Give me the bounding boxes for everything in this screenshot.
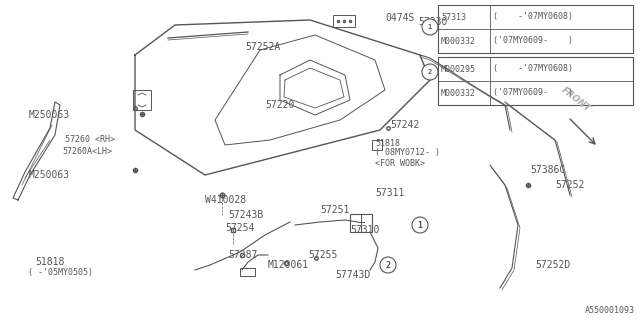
Text: 57252A: 57252A <box>245 42 280 52</box>
Bar <box>133 90 151 110</box>
Text: 57252D: 57252D <box>535 260 570 270</box>
Bar <box>438 57 633 105</box>
Text: 57260A<LH>: 57260A<LH> <box>62 148 112 156</box>
Bar <box>350 214 372 232</box>
Text: FRONT: FRONT <box>560 86 593 114</box>
Text: 57243B: 57243B <box>228 210 263 220</box>
Text: 57251: 57251 <box>320 205 349 215</box>
Text: 57310: 57310 <box>350 225 380 235</box>
Bar <box>333 15 355 27</box>
Bar <box>438 5 633 53</box>
Text: ('07MY0609-    ): ('07MY0609- ) <box>493 89 573 98</box>
Text: 57255: 57255 <box>308 250 337 260</box>
Text: 2: 2 <box>428 69 432 75</box>
Text: 57254: 57254 <box>225 223 254 233</box>
Text: 57242: 57242 <box>390 120 419 130</box>
Bar <box>372 140 382 150</box>
Text: (    -'07MY0608): ( -'07MY0608) <box>493 65 573 74</box>
Circle shape <box>380 257 396 273</box>
Text: (    -'07MY0608): ( -'07MY0608) <box>493 12 573 21</box>
Text: M250063: M250063 <box>29 170 70 180</box>
Text: 57311: 57311 <box>375 188 404 198</box>
Text: M120061: M120061 <box>268 260 309 270</box>
Text: M000332: M000332 <box>441 89 476 98</box>
Text: A550001093: A550001093 <box>585 306 635 315</box>
Text: M000332: M000332 <box>441 36 476 45</box>
Text: ('07MY0609-    ): ('07MY0609- ) <box>493 36 573 45</box>
Circle shape <box>422 64 438 80</box>
Text: 57386C: 57386C <box>530 165 565 175</box>
Text: 2: 2 <box>385 260 390 269</box>
Text: 57220: 57220 <box>265 100 294 110</box>
Text: 57260 <RH>: 57260 <RH> <box>65 135 115 145</box>
Text: 51818: 51818 <box>35 257 65 267</box>
Text: M250063: M250063 <box>29 110 70 120</box>
Circle shape <box>412 217 428 233</box>
Circle shape <box>422 19 438 35</box>
Text: W410028: W410028 <box>205 195 246 205</box>
Bar <box>240 268 255 276</box>
Text: 57330: 57330 <box>418 17 447 27</box>
Text: 57287: 57287 <box>228 250 257 260</box>
Text: M000295: M000295 <box>441 65 476 74</box>
Text: ( -'05MY0505): ( -'05MY0505) <box>28 268 93 276</box>
Text: 57313: 57313 <box>441 12 466 21</box>
Text: 1: 1 <box>428 24 432 30</box>
Text: 0474S: 0474S <box>385 13 414 23</box>
Text: 51818: 51818 <box>375 139 400 148</box>
Text: 1: 1 <box>417 220 422 229</box>
Text: <FOR WOBK>: <FOR WOBK> <box>375 158 425 167</box>
Text: ('08MY0712- ): ('08MY0712- ) <box>375 148 440 157</box>
Text: 57252: 57252 <box>555 180 584 190</box>
Text: 57743D: 57743D <box>335 270 371 280</box>
